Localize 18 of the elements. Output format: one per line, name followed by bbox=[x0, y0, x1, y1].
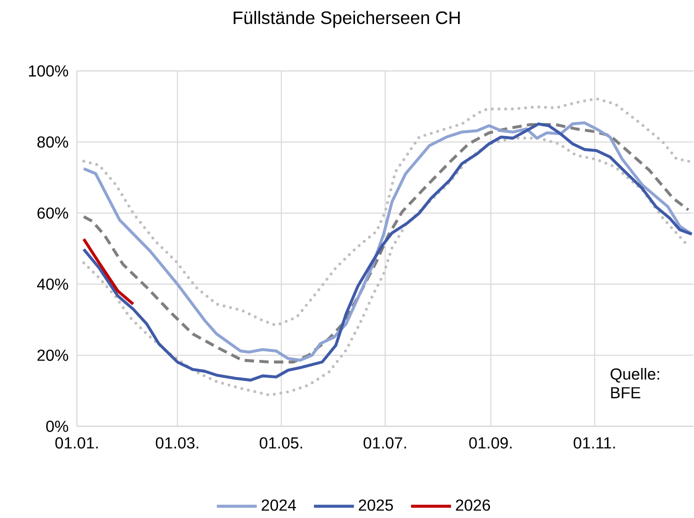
line-series bbox=[82, 237, 135, 306]
y-tick-label: 20% bbox=[37, 349, 68, 361]
x-tick-label: 01.03. bbox=[156, 437, 198, 448]
y-tick-label: 80% bbox=[37, 136, 68, 148]
x-tick-label: 01.05. bbox=[260, 437, 302, 448]
y-tick-label: 40% bbox=[37, 278, 68, 290]
y-tick-label: 60% bbox=[38, 207, 68, 219]
x-tick-label: 01.01. bbox=[55, 437, 98, 448]
y-tick-label: 0% bbox=[46, 420, 68, 432]
x-tick-label: 01.09. bbox=[469, 437, 512, 448]
x-tick-label: 01.11. bbox=[574, 437, 615, 448]
chart-title: Füllstände Speicherseen CH bbox=[234, 10, 460, 28]
y-tick-label: 100% bbox=[29, 65, 68, 76]
legend-label: 2025 bbox=[358, 499, 393, 511]
legend-label: 2026 bbox=[456, 499, 490, 511]
x-tick-label: 01.07. bbox=[364, 437, 406, 448]
annotation: Quelle: BFE bbox=[610, 368, 660, 398]
legend-label: 2024 bbox=[262, 499, 296, 511]
